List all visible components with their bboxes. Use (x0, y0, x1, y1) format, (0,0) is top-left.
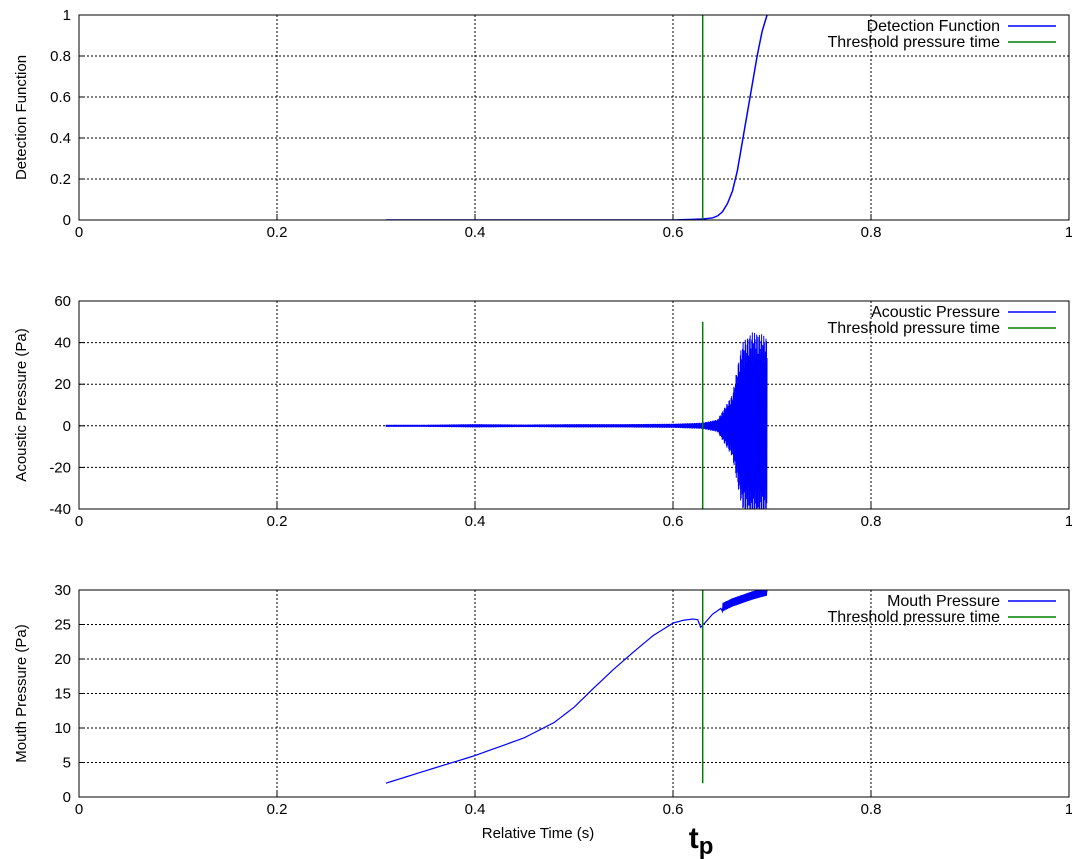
x-tick-label: 0.8 (861, 513, 882, 530)
x-tick-label: 0.6 (663, 801, 684, 818)
y-axis-label: Detection Function (13, 55, 30, 180)
legend-label: Mouth Pressure (887, 593, 1000, 610)
y-tick-label: 0.8 (50, 48, 71, 65)
x-tick-label: 1 (1065, 513, 1072, 530)
y-tick-label: 5 (63, 755, 71, 772)
threshold-time-annotation: tp (689, 822, 714, 859)
legend-label: Detection Function (867, 18, 1000, 35)
plot-frame (78, 589, 1070, 798)
x-tick-label: 0.8 (861, 224, 882, 241)
y-tick-label: 25 (54, 617, 71, 634)
y-tick-label: 40 (54, 335, 71, 352)
y-tick-label: 1 (63, 7, 71, 24)
legend-label: Acoustic Pressure (871, 304, 1000, 321)
plot-area (385, 321, 768, 509)
y-tick-label: 0 (63, 212, 71, 229)
x-tick-label: 0 (75, 224, 83, 241)
y-tick-label: 0.4 (50, 130, 71, 147)
annotation-main: t (689, 822, 699, 855)
y-tick-label: 60 (54, 293, 71, 310)
plot-2: 0 0.2 0.4 0.6 0.8 1 -40 -20 0 20 40 60 Acoustic Pres… (13, 293, 1072, 530)
x-tick-label: 0.2 (267, 224, 288, 241)
x-tick-label: 0.6 (663, 224, 684, 241)
y-tick-label: 0 (63, 418, 71, 435)
plot-1: 0 0.2 0.4 0.6 0.8 1 0 0.2 0.4 0.6 0.8 1 Detection Fu… (13, 7, 1072, 241)
plot-frame (78, 300, 1070, 510)
x-tick-label: 0.4 (465, 224, 486, 241)
x-tick-label: 1 (1065, 224, 1072, 241)
y-tick-label: 20 (54, 651, 71, 668)
plot-area (385, 15, 768, 220)
y-axis-label: Mouth Pressure (Pa) (13, 624, 30, 762)
annotation-subscript: p (699, 833, 714, 859)
y-tick-label: -40 (49, 501, 71, 518)
plot-frame (78, 14, 1070, 221)
x-tick-label: 1 (1065, 801, 1072, 818)
mouth-pressure-line (385, 590, 768, 784)
y-tick-label: 0.6 (50, 89, 71, 106)
y-tick-label: 30 (54, 582, 71, 599)
acoustic-pressure-line (385, 332, 768, 509)
x-tick-label: 0 (75, 513, 83, 530)
x-tick-label: 0 (75, 801, 83, 818)
y-tick-label: 20 (54, 376, 71, 393)
x-tick-label: 0.4 (465, 513, 486, 530)
y-axis-label: Acoustic Pressure (Pa) (13, 328, 30, 481)
y-tick-label: 0.2 (50, 171, 71, 188)
x-tick-label: 0.6 (663, 513, 684, 530)
x-tick-label: 0.8 (861, 801, 882, 818)
x-tick-label: 0.2 (267, 513, 288, 530)
legend-label: Threshold pressure time (827, 609, 1000, 626)
legend-label: Threshold pressure time (827, 320, 1000, 337)
y-tick-label: -20 (49, 459, 71, 476)
y-tick-label: 0 (63, 789, 71, 806)
legend-label: Threshold pressure time (827, 34, 1000, 51)
x-axis-label: Relative Time (s) (482, 825, 595, 842)
plot-area (385, 590, 768, 784)
detection-function-line (385, 15, 768, 220)
y-tick-label: 10 (54, 720, 71, 737)
y-tick-label: 15 (54, 686, 71, 703)
x-tick-label: 0.2 (267, 801, 288, 818)
x-tick-label: 0.4 (465, 801, 486, 818)
